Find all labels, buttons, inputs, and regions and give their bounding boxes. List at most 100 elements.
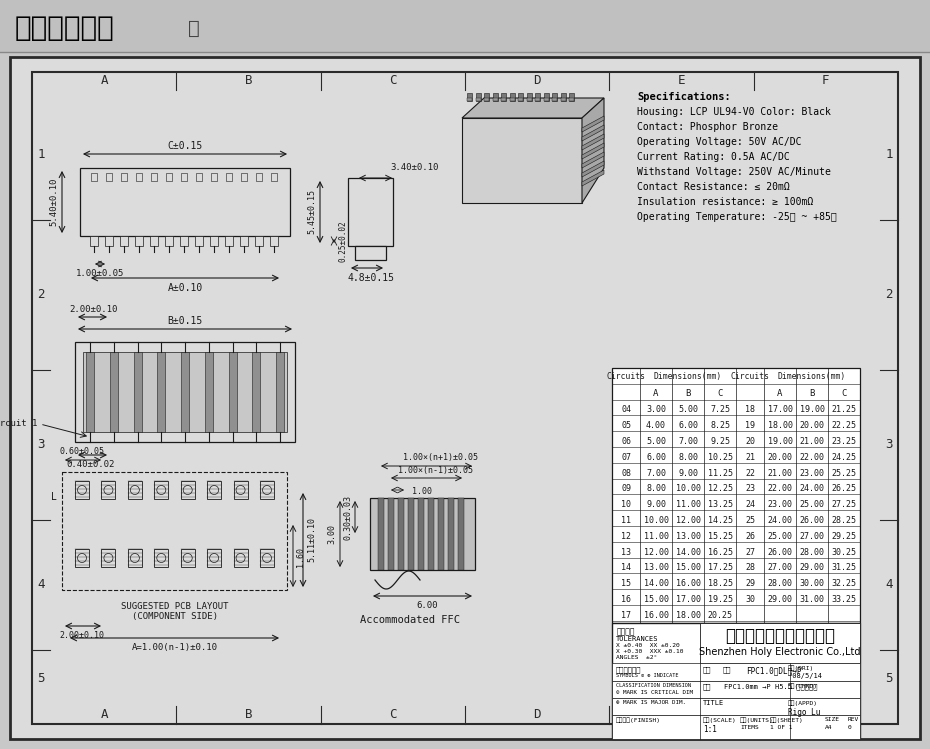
Text: 24: 24 <box>745 500 755 509</box>
Text: 26.25: 26.25 <box>831 485 857 494</box>
Text: 23.00: 23.00 <box>767 500 792 509</box>
Bar <box>151 173 157 181</box>
Text: Circuits: Circuits <box>730 372 769 381</box>
Bar <box>510 98 514 101</box>
Bar <box>612 623 860 739</box>
Polygon shape <box>462 98 604 118</box>
Bar <box>80 168 290 236</box>
Text: 8.00: 8.00 <box>646 485 666 494</box>
Bar <box>569 98 574 101</box>
Polygon shape <box>582 161 604 177</box>
Text: 13.00: 13.00 <box>644 563 669 572</box>
Bar <box>75 481 89 499</box>
Text: 3.40±0.10: 3.40±0.10 <box>391 163 439 172</box>
Text: 07: 07 <box>621 453 631 462</box>
Bar <box>467 93 472 101</box>
Bar <box>233 481 247 499</box>
Bar <box>501 98 506 101</box>
Text: C: C <box>717 389 723 398</box>
Text: ⊙ MARK IS CRITICAL DIM: ⊙ MARK IS CRITICAL DIM <box>616 690 693 695</box>
Text: 17: 17 <box>621 610 631 620</box>
Text: Circuits: Circuits <box>606 372 645 381</box>
Text: 品名: 品名 <box>703 683 711 690</box>
Text: 27: 27 <box>745 548 755 557</box>
Text: Shenzhen Holy Electronic Co.,Ltd: Shenzhen Holy Electronic Co.,Ltd <box>699 647 861 657</box>
Text: 20.00: 20.00 <box>800 421 825 430</box>
Bar <box>612 663 860 681</box>
Text: Dimensions(mm): Dimensions(mm) <box>777 372 846 381</box>
Bar <box>561 98 565 101</box>
Bar <box>180 549 194 567</box>
Text: 11: 11 <box>621 516 631 525</box>
Bar <box>32 72 898 724</box>
Bar <box>276 352 284 432</box>
Text: 9.25: 9.25 <box>710 437 730 446</box>
Text: 工程: 工程 <box>703 666 711 673</box>
Text: CLASSIFICATION DIMENSION: CLASSIFICATION DIMENSION <box>616 683 691 688</box>
Text: 26: 26 <box>745 532 755 541</box>
Text: 06: 06 <box>621 437 631 446</box>
Text: ✋: ✋ <box>188 19 200 37</box>
Text: 14.00: 14.00 <box>675 548 700 557</box>
Text: 23.25: 23.25 <box>831 437 857 446</box>
Bar <box>180 236 188 246</box>
Text: Rigo Lu: Rigo Lu <box>788 709 820 718</box>
Text: 制图(DRI): 制图(DRI) <box>788 665 815 671</box>
Text: SYMBOLS ⊙ ⊕ INDICATE: SYMBOLS ⊙ ⊕ INDICATE <box>616 673 679 678</box>
Text: Housing: LCP UL94-V0 Color: Black: Housing: LCP UL94-V0 Color: Black <box>637 107 830 117</box>
Bar <box>370 498 475 570</box>
Text: FPC1.0mm →P H5.5 单面接正位: FPC1.0mm →P H5.5 单面接正位 <box>724 683 817 690</box>
Text: 17.25: 17.25 <box>708 563 733 572</box>
Text: 2.00±0.10: 2.00±0.10 <box>69 305 117 314</box>
Text: Operating Voltage: 50V AC/DC: Operating Voltage: 50V AC/DC <box>637 137 802 147</box>
Text: 0: 0 <box>848 725 852 730</box>
Text: 22.00: 22.00 <box>800 453 825 462</box>
Text: 29.00: 29.00 <box>767 595 792 604</box>
Bar <box>86 352 94 432</box>
Text: C: C <box>389 709 396 721</box>
Text: 23: 23 <box>745 485 755 494</box>
Bar <box>121 173 127 181</box>
Bar <box>552 93 557 101</box>
Text: 8.00: 8.00 <box>678 453 698 462</box>
Bar <box>154 481 168 499</box>
Polygon shape <box>582 143 604 159</box>
Text: 14: 14 <box>621 563 631 572</box>
Text: 20.00: 20.00 <box>767 453 792 462</box>
Bar <box>134 352 141 432</box>
Text: Specifications:: Specifications: <box>637 92 731 102</box>
Text: 1.00±0.05: 1.00±0.05 <box>76 269 125 278</box>
Text: 25.00: 25.00 <box>767 532 792 541</box>
Text: 7.00: 7.00 <box>678 437 698 446</box>
Text: 05: 05 <box>621 421 631 430</box>
Text: Contact: Phosphor Bronze: Contact: Phosphor Bronze <box>637 122 778 132</box>
Text: 15: 15 <box>621 579 631 588</box>
Text: 25.25: 25.25 <box>831 469 857 478</box>
Text: 5: 5 <box>885 672 893 685</box>
Bar <box>252 352 260 432</box>
Text: 22: 22 <box>745 469 755 478</box>
Text: 30.25: 30.25 <box>831 548 857 557</box>
Text: 5: 5 <box>37 672 45 685</box>
Text: 28.00: 28.00 <box>767 579 792 588</box>
Text: 12: 12 <box>621 532 631 541</box>
Text: Current Rating: 0.5A AC/DC: Current Rating: 0.5A AC/DC <box>637 152 790 162</box>
Text: 图号: 图号 <box>723 666 732 673</box>
Bar <box>348 178 393 246</box>
Text: 15.25: 15.25 <box>708 532 733 541</box>
Text: 26.00: 26.00 <box>800 516 825 525</box>
Bar <box>510 93 514 101</box>
Text: 16.00: 16.00 <box>644 610 669 620</box>
Bar <box>569 93 574 101</box>
Text: B: B <box>685 389 691 398</box>
Text: 18.25: 18.25 <box>708 579 733 588</box>
Text: 1: 1 <box>37 148 45 162</box>
Text: 24.00: 24.00 <box>767 516 792 525</box>
Bar <box>62 472 287 590</box>
Text: F: F <box>822 74 830 88</box>
Bar <box>226 173 232 181</box>
Text: 33.25: 33.25 <box>831 595 857 604</box>
Bar <box>518 98 523 101</box>
Bar <box>612 368 860 623</box>
Text: 14.00: 14.00 <box>644 579 669 588</box>
